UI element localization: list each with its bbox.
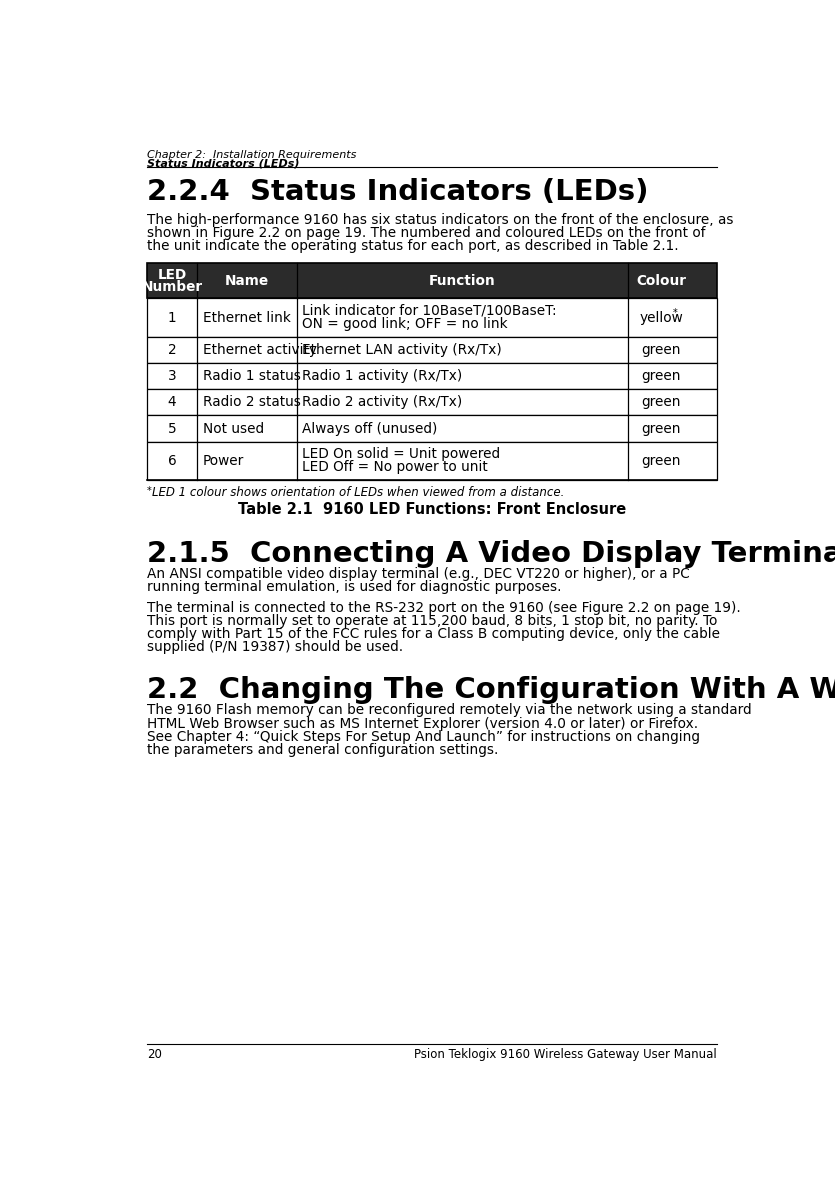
Text: the unit indicate the operating status for each port, as described in Table 2.1.: the unit indicate the operating status f… [147, 239, 679, 253]
Text: Name: Name [225, 274, 269, 287]
Text: Power: Power [203, 454, 244, 468]
Text: 1: 1 [168, 311, 176, 324]
Text: LED On solid = Unit powered: LED On solid = Unit powered [302, 446, 500, 461]
Text: green: green [641, 454, 681, 468]
Text: Ethernet LAN activity (Rx/Tx): Ethernet LAN activity (Rx/Tx) [302, 344, 502, 357]
Text: LED: LED [158, 268, 187, 281]
Text: Colour: Colour [636, 274, 686, 287]
Text: green: green [641, 395, 681, 409]
Bar [147, 336, 716, 363]
Text: green: green [641, 369, 681, 383]
Text: This port is normally set to operate at 115,200 baud, 8 bits, 1 stop bit, no par: This port is normally set to operate at … [147, 614, 717, 628]
Text: LED 1 colour shows orientation of LEDs when viewed from a distance.: LED 1 colour shows orientation of LEDs w… [152, 486, 564, 499]
Text: Not used: Not used [203, 421, 264, 436]
Text: Radio 1 status: Radio 1 status [203, 369, 301, 383]
Text: The high-performance 9160 has six status indicators on the front of the enclosur: The high-performance 9160 has six status… [147, 213, 733, 227]
Text: green: green [641, 344, 681, 357]
Text: *: * [673, 308, 677, 318]
Text: the parameters and general configuration settings.: the parameters and general configuration… [147, 742, 498, 757]
Text: Radio 2 status: Radio 2 status [203, 395, 301, 409]
Text: supplied (P/N 19387) should be used.: supplied (P/N 19387) should be used. [147, 640, 403, 655]
Bar [147, 389, 716, 415]
Text: yellow: yellow [640, 311, 683, 324]
Text: Radio 2 activity (Rx/Tx): Radio 2 activity (Rx/Tx) [302, 395, 463, 409]
Text: Function: Function [429, 274, 496, 287]
Text: 2.2  Changing The Configuration With A Web Browser: 2.2 Changing The Configuration With A We… [147, 676, 835, 705]
Text: 2.2.4  Status Indicators (LEDs): 2.2.4 Status Indicators (LEDs) [147, 178, 649, 206]
Text: 2: 2 [168, 344, 176, 357]
Text: 5: 5 [168, 421, 176, 436]
Text: Always off (unused): Always off (unused) [302, 421, 438, 436]
Bar [147, 363, 716, 389]
Text: Number: Number [141, 280, 203, 293]
Text: 6: 6 [168, 454, 176, 468]
Text: Table 2.1  9160 LED Functions: Front Enclosure: Table 2.1 9160 LED Functions: Front Encl… [238, 502, 626, 517]
Bar [147, 442, 716, 480]
Text: Radio 1 activity (Rx/Tx): Radio 1 activity (Rx/Tx) [302, 369, 463, 383]
Text: See Chapter 4: “Quick Steps For Setup And Launch” for instructions on changing: See Chapter 4: “Quick Steps For Setup An… [147, 730, 700, 743]
Bar [147, 415, 716, 442]
Text: 20: 20 [147, 1049, 162, 1062]
Text: green: green [641, 421, 681, 436]
Bar [147, 263, 716, 298]
Text: The terminal is connected to the RS-232 port on the 9160 (see Figure 2.2 on page: The terminal is connected to the RS-232 … [147, 601, 741, 615]
Bar [147, 298, 716, 336]
Text: shown in Figure 2.2 on page 19. The numbered and coloured LEDs on the front of: shown in Figure 2.2 on page 19. The numb… [147, 226, 706, 241]
Text: An ANSI compatible video display terminal (e.g., DEC VT220 or higher), or a PC: An ANSI compatible video display termina… [147, 567, 690, 581]
Text: 4: 4 [168, 395, 176, 409]
Text: Link indicator for 10BaseT/100BaseT:: Link indicator for 10BaseT/100BaseT: [302, 304, 557, 317]
Text: HTML Web Browser such as MS Internet Explorer (version 4.0 or later) or Firefox.: HTML Web Browser such as MS Internet Exp… [147, 717, 698, 730]
Text: running terminal emulation, is used for diagnostic purposes.: running terminal emulation, is used for … [147, 581, 561, 594]
Text: 3: 3 [168, 369, 176, 383]
Text: Psion Teklogix 9160 Wireless Gateway User Manual: Psion Teklogix 9160 Wireless Gateway Use… [414, 1049, 716, 1062]
Text: *: * [147, 486, 152, 497]
Text: Ethernet activity: Ethernet activity [203, 344, 316, 357]
Text: ON = good link; OFF = no link: ON = good link; OFF = no link [302, 317, 508, 330]
Text: comply with Part 15 of the FCC rules for a Class B computing device, only the ca: comply with Part 15 of the FCC rules for… [147, 627, 720, 642]
Text: LED Off = No power to unit: LED Off = No power to unit [302, 460, 488, 474]
Text: 2.1.5  Connecting A Video Display Terminal: 2.1.5 Connecting A Video Display Termina… [147, 540, 835, 569]
Text: Ethernet link: Ethernet link [203, 311, 291, 324]
Text: Chapter 2:  Installation Requirements: Chapter 2: Installation Requirements [147, 150, 357, 160]
Text: The 9160 Flash memory can be reconfigured remotely via the network using a stand: The 9160 Flash memory can be reconfigure… [147, 704, 752, 717]
Text: Status Indicators (LEDs): Status Indicators (LEDs) [147, 158, 300, 169]
